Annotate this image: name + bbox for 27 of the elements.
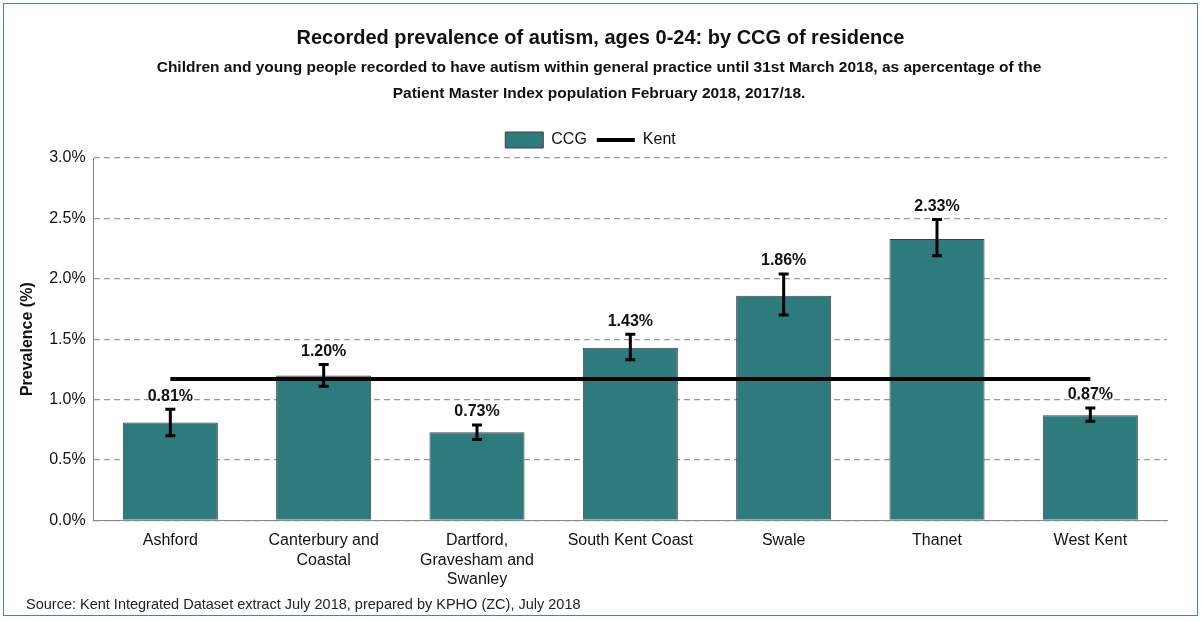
x-tick-label: Dartford, Gravesham and Swanley [420, 531, 534, 587]
y-tick-label: 0.0% [49, 510, 86, 528]
source-note: Source: Kent Integrated Dataset extract July 2018, prepared by KPHO (ZC), July 2018 [26, 596, 581, 612]
legend-label: Kent [642, 130, 677, 148]
y-tick-label: 3.0% [49, 148, 86, 166]
x-tick-label: Ashford [142, 531, 198, 549]
x-tick-label: South Kent Coast [567, 531, 694, 549]
y-tick-label: 1.0% [49, 390, 86, 408]
legend-label: CCG [551, 130, 587, 148]
data-label: 0.81% [147, 386, 194, 404]
data-label: 0.73% [454, 402, 500, 420]
y-tick-label: 2.5% [49, 208, 86, 226]
y-tick-label: 2.0% [49, 269, 86, 287]
data-label: 1.20% [300, 341, 347, 359]
data-label: 0.87% [1067, 385, 1114, 403]
x-tick-label: Swale [761, 531, 806, 549]
y-axis-title: Prevalence (%) [18, 282, 36, 397]
chart-title: Recorded prevalence of autism, ages 0-24: by CCG of residence [295, 26, 906, 49]
chart-subtitle: Children and young people recorded to have autism within general practice until 31st March 2018, as apercentage of the Patient Master Index population February 2018, 2017/18. [155, 57, 1043, 103]
x-tick-label: Thanet [912, 531, 963, 549]
data-label: 1.86% [760, 251, 807, 269]
data-label: 2.33% [914, 197, 960, 215]
data-label: 1.43% [607, 311, 654, 329]
x-tick-label: West Kent [1053, 531, 1128, 549]
y-tick-label: 1.5% [49, 329, 86, 347]
x-tick-label: Canterbury and Coastal [268, 531, 379, 568]
y-tick-label: 0.5% [49, 450, 86, 468]
